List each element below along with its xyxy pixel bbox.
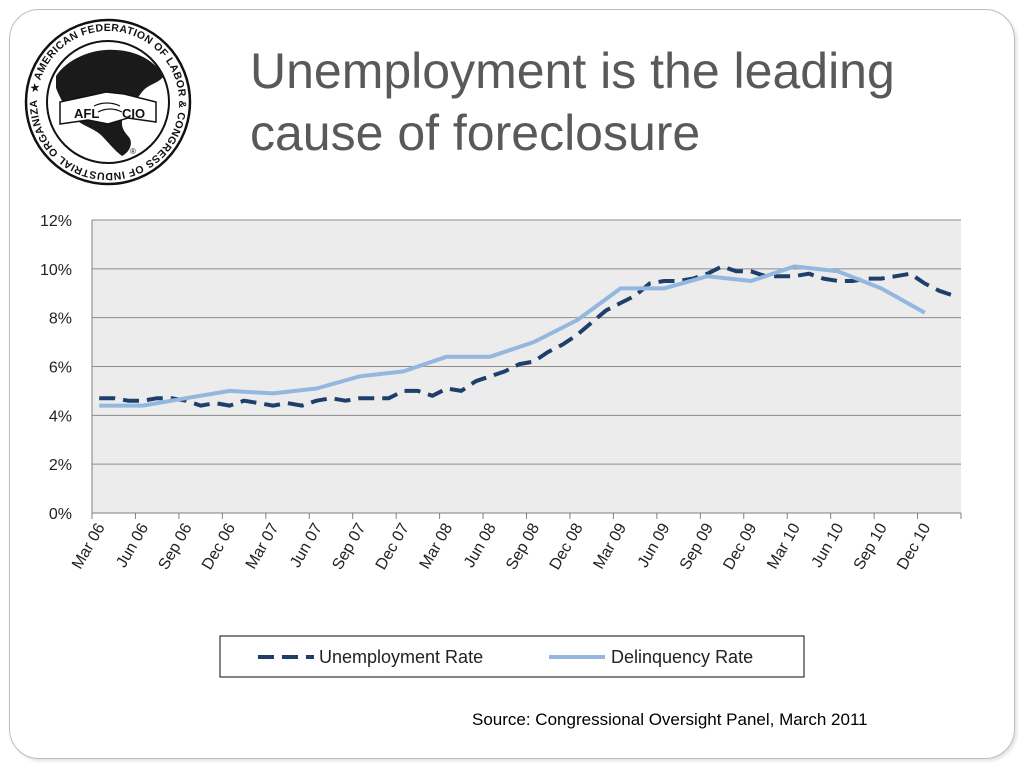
series-layer <box>99 264 955 408</box>
x-tick-label: Sep 06 <box>156 520 196 573</box>
slide-frame <box>9 9 1015 759</box>
y-tick-label: 10% <box>40 262 72 279</box>
x-tick-label: Mar 06 <box>69 520 109 572</box>
source-note: Source: Congressional Oversight Panel, M… <box>472 710 868 729</box>
y-tick-label: 12% <box>40 213 72 230</box>
x-tick-label: Mar 08 <box>417 520 457 572</box>
legend-label: Unemployment Rate <box>319 647 483 667</box>
title-line-1: Unemployment is the leading <box>250 43 895 99</box>
x-tick-label: Jun 10 <box>809 520 848 570</box>
x-tick-label: Dec 09 <box>720 520 760 572</box>
legend: Unemployment Rate Delinquency Rate <box>219 635 805 678</box>
x-tick-label: Dec 06 <box>199 520 239 572</box>
y-tick-label: 0% <box>49 506 72 523</box>
x-tick-label: Sep 07 <box>329 520 369 573</box>
slide-title: Unemployment is the leading cause of for… <box>250 40 990 164</box>
y-tick-label: 4% <box>49 408 72 425</box>
x-tick-label: Jun 08 <box>461 520 500 570</box>
x-tick-label: Jun 09 <box>635 520 674 570</box>
y-tick-label: 6% <box>49 360 72 377</box>
x-tick-label: Sep 09 <box>677 520 717 573</box>
x-tick-label: Mar 09 <box>590 520 630 572</box>
series-delinquency-rate <box>99 264 926 408</box>
x-tick-label: Jun 07 <box>287 520 326 570</box>
x-tick-label: Sep 10 <box>851 520 891 573</box>
y-tick-label: 2% <box>49 457 72 474</box>
x-tick-label: Dec 10 <box>894 520 934 572</box>
logo-cio-label: CIO <box>122 106 145 121</box>
y-tick-label: 8% <box>49 311 72 328</box>
legend-box <box>219 635 805 678</box>
afl-cio-logo: ★ AMERICAN FEDERATION OF LABOR & CONGRES… <box>24 18 192 186</box>
x-tick-label: Mar 10 <box>764 520 804 572</box>
x-tick-label: Sep 08 <box>503 520 543 573</box>
x-tick-label: Mar 07 <box>243 520 283 572</box>
x-tick-label: Dec 07 <box>373 520 413 572</box>
registered-mark: ® <box>130 147 136 156</box>
x-tick-label: Jun 06 <box>113 520 152 570</box>
series-unemployment-rate <box>99 264 955 408</box>
logo-afl-label: AFL <box>74 106 99 121</box>
x-tick-label: Dec 08 <box>547 520 587 572</box>
handshake-icon <box>59 91 157 125</box>
line-chart: 0% 2% 4% 6% 8% 10% 12% Mar 06 Jun 06 Sep 06 Dec 06… <box>40 213 962 678</box>
legend-label: Delinquency Rate <box>611 647 753 667</box>
title-line-2: cause of foreclosure <box>250 105 701 161</box>
